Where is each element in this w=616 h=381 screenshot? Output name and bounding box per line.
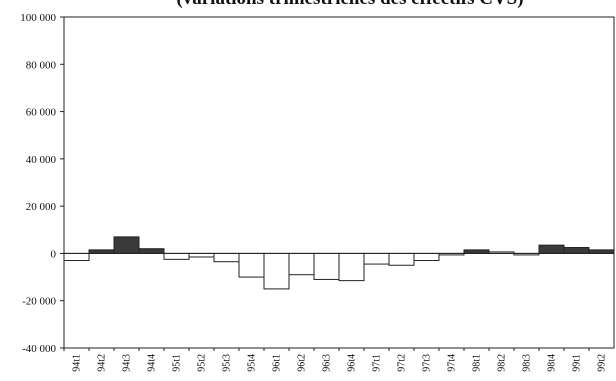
y-tick-label: 80 000 bbox=[26, 59, 57, 71]
bar-98t1 bbox=[463, 249, 490, 254]
bar-96t4 bbox=[338, 252, 365, 282]
y-tick-label: -20 000 bbox=[22, 296, 56, 308]
bar-94t4 bbox=[138, 248, 165, 254]
x-tick-label: 95t1 bbox=[172, 354, 183, 372]
chart-title: (variations trimestrielles des effectifs… bbox=[90, 0, 610, 10]
x-tick-label: 97t3 bbox=[422, 354, 433, 372]
x-tick-label: 96t1 bbox=[272, 354, 283, 372]
x-axis: 94t1 94t2 94t3 94t4 95t1 95t2 95t3 95t4 96t1 96t2… bbox=[63, 348, 608, 372]
y-tick-label: 60 000 bbox=[26, 107, 57, 119]
x-tick-label: 97t4 bbox=[447, 354, 458, 372]
x-tick-label: 98t1 bbox=[472, 354, 483, 372]
bar-96t1 bbox=[263, 252, 290, 290]
bar-99t1 bbox=[563, 247, 590, 254]
x-tick-label: 96t2 bbox=[297, 354, 308, 372]
bar-95t2 bbox=[188, 252, 215, 258]
y-tick-label: 100 000 bbox=[20, 12, 56, 24]
bar-95t3 bbox=[213, 252, 240, 263]
x-tick-label: 98t2 bbox=[497, 354, 508, 372]
bar-99t2 bbox=[588, 249, 615, 254]
y-tick-label: -40 000 bbox=[22, 343, 56, 355]
x-tick-label: 99t1 bbox=[572, 354, 583, 372]
x-tick-label: 95t2 bbox=[197, 354, 208, 372]
bar-94t3 bbox=[113, 236, 140, 254]
plot-area bbox=[63, 16, 615, 349]
x-tick-label: 94t2 bbox=[97, 354, 108, 372]
y-axis: -40 000 -20 000 0 20 000 40 000 60 000 80 000 1… bbox=[20, 12, 64, 355]
x-tick-label: 98t3 bbox=[522, 354, 533, 372]
x-tick-label: 94t4 bbox=[147, 354, 158, 372]
bar-98t4 bbox=[538, 244, 565, 254]
x-tick-label: 95t4 bbox=[247, 354, 258, 372]
bar-97t1 bbox=[363, 252, 390, 265]
x-tick-label: 97t2 bbox=[397, 354, 408, 372]
y-tick-label: 0 bbox=[51, 248, 57, 260]
bar-96t3 bbox=[313, 252, 340, 280]
bar-95t4 bbox=[238, 252, 265, 278]
y-tick-label: 20 000 bbox=[26, 201, 57, 213]
bar-94t2 bbox=[88, 249, 115, 254]
bar-94t1 bbox=[63, 252, 90, 262]
bar-97t3 bbox=[413, 252, 440, 262]
x-tick-label: 96t3 bbox=[322, 354, 333, 372]
bar-95t1 bbox=[163, 252, 190, 260]
x-tick-label: 95t3 bbox=[222, 354, 233, 372]
y-tick-label: 40 000 bbox=[26, 154, 57, 166]
x-tick-label: 99t2 bbox=[597, 354, 608, 372]
x-tick-label: 97t1 bbox=[372, 354, 383, 372]
x-tick-label: 98t4 bbox=[547, 354, 558, 372]
bar-96t2 bbox=[288, 252, 315, 276]
bars bbox=[63, 236, 615, 290]
bar-97t2 bbox=[388, 252, 415, 266]
x-tick-label: 94t3 bbox=[122, 354, 133, 372]
x-tick-label: 94t1 bbox=[72, 354, 83, 372]
x-tick-label: 96t4 bbox=[347, 354, 358, 372]
